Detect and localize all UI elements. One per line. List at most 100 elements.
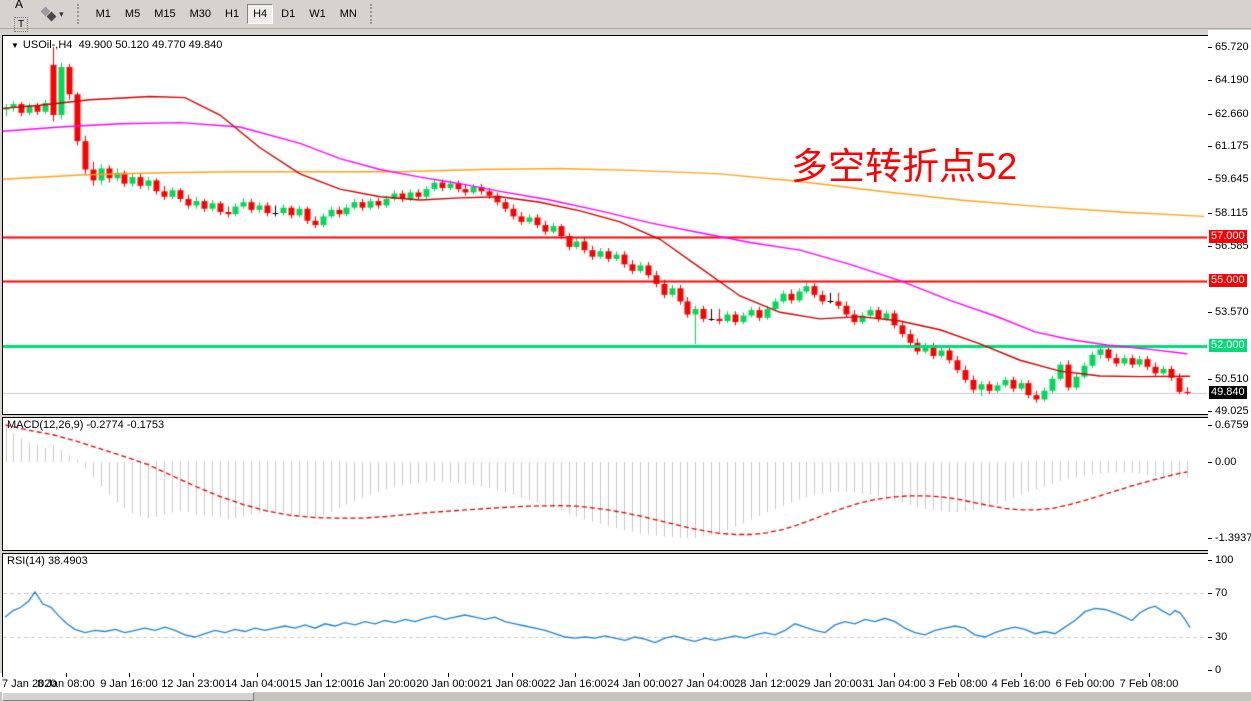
arrows-tool-button[interactable]: ▾ [36, 4, 70, 24]
date-tick-mark [448, 673, 449, 677]
axis-tick-mark [1208, 462, 1212, 463]
price-tick-label: 56.585 [1215, 240, 1249, 253]
axis-tick-mark [1208, 560, 1212, 561]
level-price-badge: 57.000 [1209, 230, 1247, 244]
date-tick-label: 6 Feb 00:00 [1055, 678, 1115, 690]
price-pane[interactable]: ▼ USOil-,H4 49.900 50.120 49.770 49.840 多… [2, 35, 1210, 415]
price-tick-label: 62.660 [1215, 107, 1249, 120]
date-tick-mark [766, 673, 767, 677]
macd-tick-label: 0.6759 [1215, 419, 1249, 432]
price-scale[interactable]: 65.720 64.190 62.660 61.175 59.645 58.115 56.5… [1208, 30, 1251, 692]
chevron-down-icon: ▾ [59, 8, 64, 19]
date-tick-label: 9 Jan 16:00 [100, 678, 158, 690]
price-tick-label: 59.645 [1215, 173, 1249, 186]
label-tool-button[interactable]: A [8, 0, 30, 14]
tf-button-m5[interactable]: M5 [119, 4, 146, 24]
tf-button-w1[interactable]: W1 [303, 4, 332, 24]
date-tick-mark [129, 673, 130, 677]
date-tick-mark [193, 673, 194, 677]
tf-button-h1[interactable]: H1 [219, 4, 245, 24]
level-price-badge: 55.000 [1209, 273, 1247, 287]
tf-button-h4[interactable]: H4 [247, 4, 274, 24]
date-tick-mark [639, 673, 640, 677]
date-tick-mark [2, 673, 3, 677]
price-tick-label: 49.025 [1215, 404, 1249, 417]
date-tick-mark [321, 673, 322, 677]
collapse-triangle-icon: ▼ [11, 41, 19, 50]
axis-tick-mark [1208, 670, 1212, 671]
symbol-label: USOil-,H4 [22, 39, 73, 51]
axis-tick-mark [1208, 246, 1212, 248]
toolbar-separator [76, 4, 83, 24]
axis-tick-mark [1208, 179, 1212, 181]
macd-label: MACD(12,26,9) -0.2774 -0.1753 [7, 419, 165, 431]
date-tick-label: 16 Jan 20:00 [352, 678, 416, 690]
date-tick-mark [1021, 673, 1022, 677]
date-tick-mark [575, 673, 576, 677]
rsi-tick-label: 70 [1215, 587, 1228, 599]
axis-tick-mark [1208, 80, 1212, 82]
ohlc-values: 49.900 50.120 49.770 49.840 [78, 39, 223, 51]
axis-tick-mark [1208, 537, 1212, 539]
rsi-tick-label: 100 [1215, 554, 1234, 566]
axis-tick-mark [1208, 47, 1212, 48]
date-tick-mark [384, 673, 385, 677]
rsi-tick-label: 30 [1215, 631, 1228, 643]
macd-chart-canvas[interactable] [3, 418, 1207, 548]
horizontal-scrollbar[interactable] [0, 692, 1251, 701]
price-tick-label: 50.510 [1215, 372, 1249, 385]
axis-tick-mark [1208, 593, 1212, 594]
toolbar-separator [369, 4, 376, 24]
date-tick-mark [830, 673, 831, 677]
text-tool-button[interactable]: T [8, 14, 34, 34]
date-tick-label: 15 Jan 12:00 [289, 678, 353, 690]
symbol-ohlc-line: ▼ USOil-,H4 49.900 50.120 49.770 49.840 [11, 39, 222, 51]
rsi-chart-canvas[interactable] [3, 554, 1207, 672]
date-tick-label: 7 Feb 08:00 [1119, 678, 1179, 690]
current-price-badge: 49.840 [1209, 386, 1247, 400]
tf-button-mn[interactable]: MN [334, 4, 363, 24]
date-tick-mark [894, 673, 895, 677]
date-tick-label: 20 Jan 00:00 [416, 678, 480, 690]
rsi-label: RSI(14) 38.4903 [7, 555, 88, 567]
date-tick-label: 3 Feb 08:00 [928, 678, 988, 690]
date-tick-mark [958, 673, 959, 677]
date-tick-label: 14 Jan 04:00 [225, 678, 289, 690]
date-tick-mark [66, 673, 67, 677]
axis-tick-mark [1208, 378, 1212, 380]
macd-tick-label: -1.3937 [1215, 531, 1251, 544]
tf-button-m1[interactable]: M1 [90, 4, 117, 24]
date-tick-label: 21 Jan 08:00 [480, 678, 544, 690]
axis-tick-mark [1208, 425, 1212, 427]
level-price-badge: 52.000 [1209, 339, 1247, 353]
rsi-tick-label: 0 [1215, 664, 1222, 676]
axis-tick-mark [1208, 146, 1212, 148]
rsi-pane[interactable]: RSI(14) 38.4903 [2, 553, 1210, 675]
date-tick-label: 7 Jan 2020 [2, 678, 57, 690]
date-tick-label: 4 Feb 16:00 [991, 678, 1051, 690]
macd-tick-label: 0.00 [1215, 456, 1237, 468]
chart-annotation-text[interactable]: 多空转折点52 [791, 146, 1018, 187]
date-tick-label: 31 Jan 04:00 [862, 678, 926, 690]
date-tick-label: 8 Jan 08:00 [37, 678, 95, 690]
scrollbar-thumb[interactable] [2, 692, 254, 701]
tf-button-d1[interactable]: D1 [275, 4, 301, 24]
date-tick-mark [1085, 673, 1086, 677]
axis-tick-mark [1208, 311, 1212, 313]
axis-tick-mark [1208, 410, 1212, 412]
price-tick-label: 53.570 [1215, 305, 1249, 318]
date-tick-mark [512, 673, 513, 677]
date-tick-label: 27 Jan 04:00 [671, 678, 735, 690]
tf-button-m15[interactable]: M15 [148, 4, 181, 24]
tf-button-m30[interactable]: M30 [184, 4, 217, 24]
date-tick-label: 22 Jan 16:00 [543, 678, 607, 690]
macd-pane[interactable]: MACD(12,26,9) -0.2774 -0.1753 [2, 417, 1210, 551]
price-tick-label: 65.720 [1215, 41, 1249, 53]
date-tick-mark [703, 673, 704, 677]
date-tick-mark [1149, 673, 1150, 677]
date-axis[interactable]: 7 Jan 2020 8 Jan 08:00 9 Jan 16:00 12 Jan 2… [0, 673, 1208, 692]
price-tick-label: 58.115 [1215, 206, 1248, 219]
date-tick-label: 24 Jan 00:00 [607, 678, 671, 690]
price-chart-canvas[interactable] [3, 36, 1207, 412]
